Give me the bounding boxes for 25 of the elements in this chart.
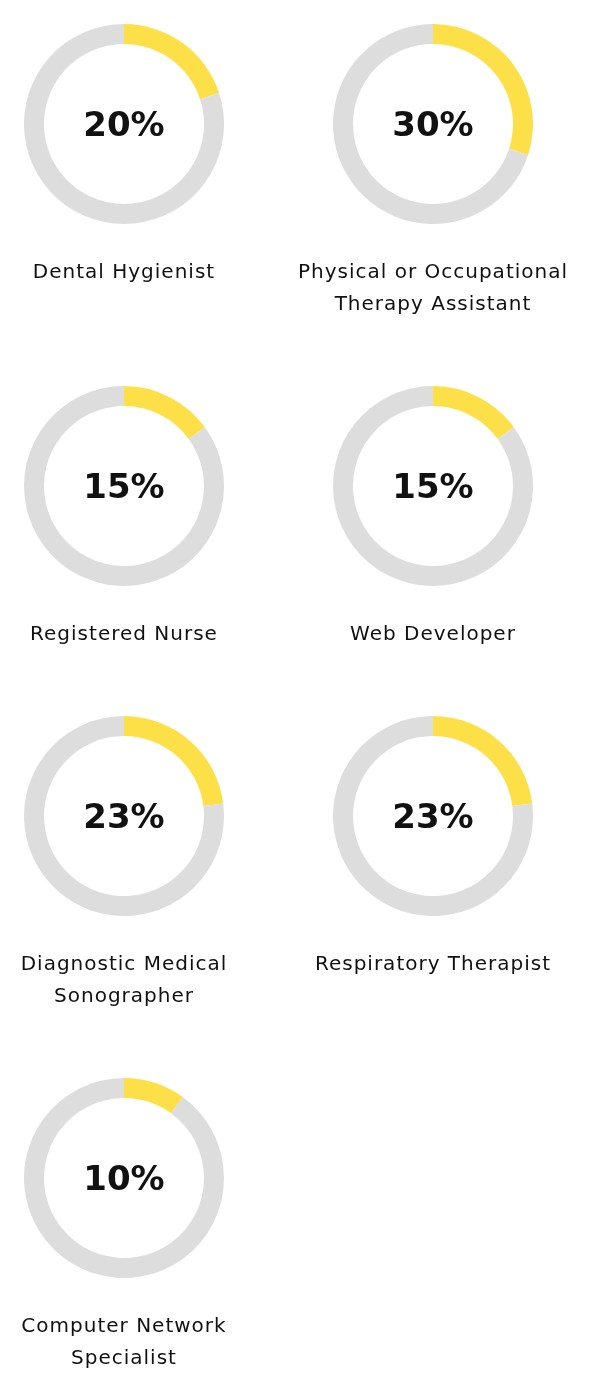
text: Physical or Occupational Therapy Assistant xyxy=(297,258,569,317)
text: 15% xyxy=(83,466,165,506)
text: Registered Nurse xyxy=(29,620,219,647)
text: Respiratory Therapist xyxy=(313,950,553,977)
donut-slice xyxy=(124,386,205,439)
text: Web Developer xyxy=(349,620,517,647)
donut-slice xyxy=(333,716,533,916)
text: 23% xyxy=(392,796,474,836)
donut-slice xyxy=(333,24,529,224)
donut-slice xyxy=(24,386,224,586)
text: 10% xyxy=(83,1158,165,1198)
donut-slice xyxy=(24,716,224,916)
text: Dental Hygienist xyxy=(31,258,217,285)
text: 15% xyxy=(392,466,474,506)
donut-slice xyxy=(433,386,514,439)
donut-slice xyxy=(333,386,533,586)
text: Diagnostic Medical Sonographer xyxy=(19,950,229,1009)
text: 20% xyxy=(83,104,165,144)
donut-slice xyxy=(24,24,224,224)
text: Computer Network Specialist xyxy=(20,1312,228,1371)
donut-slice xyxy=(124,24,220,100)
text: 30% xyxy=(392,104,474,144)
donut-slice xyxy=(124,1078,183,1114)
donut-slice xyxy=(24,1078,224,1278)
text: 23% xyxy=(83,796,165,836)
